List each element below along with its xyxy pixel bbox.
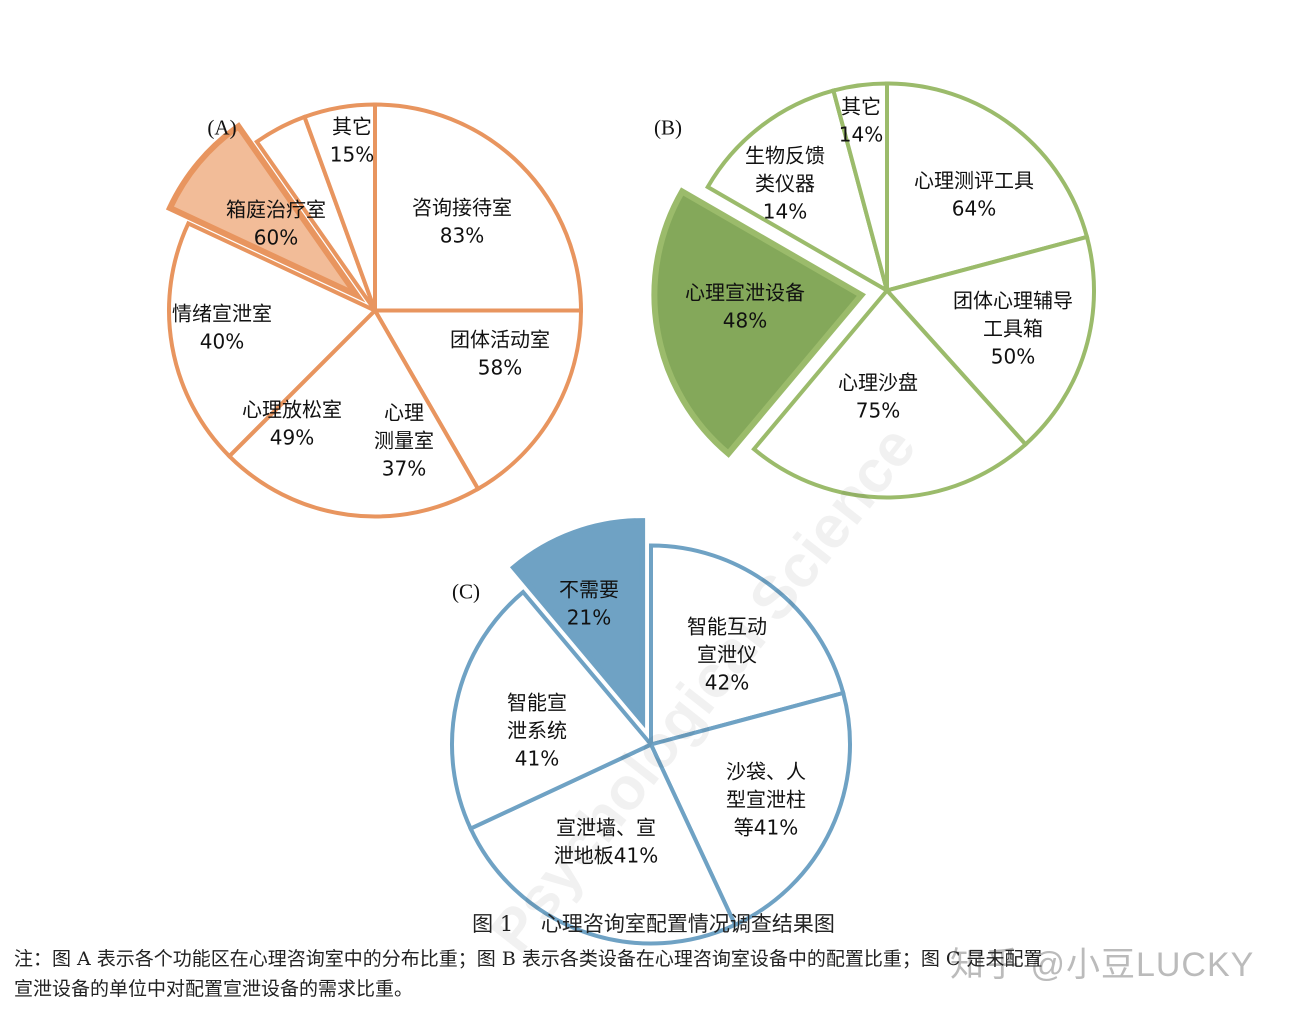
pie-slice-1-4 bbox=[167, 220, 379, 459]
pie-slice-3-4 bbox=[450, 589, 655, 832]
pie-slice-2-4 bbox=[651, 187, 866, 458]
slice-label-3-5: 不需要 21% bbox=[559, 578, 619, 630]
pie-slice-1-2 bbox=[371, 308, 584, 492]
pie-chart-a: 咨询接待室 83% 团体活动室 58% 心理测量室 37% 心理放松室 49% 情绪宣泄室 40%… bbox=[165, 102, 584, 519]
slice-label-2-3: 心理沙盘 75% bbox=[838, 371, 918, 423]
credit-watermark: 知乎 @小豆LUCKY bbox=[950, 946, 1255, 984]
pie-slice-2-5 bbox=[704, 88, 891, 295]
slice-label-1-3: 心理测量室 37% bbox=[374, 401, 434, 481]
slice-label-3-1: 智能互动宣泄仪 42% bbox=[687, 615, 767, 695]
panel-tag-2: (B) bbox=[654, 116, 682, 140]
pie-slice-2-6 bbox=[830, 81, 889, 292]
pie-slice-2-1 bbox=[885, 81, 1090, 294]
pie-slice-1-1 bbox=[373, 102, 584, 313]
slice-label-3-2: 沙袋、人型宣泄柱等41% bbox=[726, 760, 806, 840]
pie-slice-1-5 bbox=[165, 122, 366, 303]
pie-slice-2-2 bbox=[883, 234, 1096, 448]
figure-note: 注：图 A 表示各个功能区在心理咨询室中的分布比重；图 B 表示各类设备在心理咨… bbox=[14, 944, 1294, 1004]
pie-chart-c: 智能互动宣泄仪 42% 沙袋、人型宣泄柱等41% 宣泄墙、宣泄地板41% 智能宣泄系统 4… bbox=[450, 518, 852, 946]
slice-label-2-5: 生物反馈类仪器 14% bbox=[745, 144, 825, 224]
pie-slice-2-3 bbox=[751, 287, 1029, 500]
slice-label-2-4: 心理宣泄设备 48% bbox=[685, 281, 805, 333]
pie-chart-b: 心理测评工具 64% 团体心理辅导工具箱 50% 心理沙盘 75% 心理宣泄设备 48% 生物反… bbox=[651, 81, 1096, 500]
note-line-2: 宣泄设备的单位中对配置宣泄设备的需求比重。 bbox=[14, 978, 414, 1000]
pie-slice-3-2 bbox=[648, 690, 852, 928]
pie-slice-3-5 bbox=[509, 518, 646, 729]
pie-slice-1-3 bbox=[226, 307, 481, 519]
pie-slice-1-7 bbox=[301, 102, 377, 312]
slice-label-2-6: 其它 14% bbox=[839, 95, 883, 147]
note-line-1: 注：图 A 表示各个功能区在心理咨询室中的分布比重；图 B 表示各类设备在心理咨… bbox=[14, 948, 1043, 970]
slice-label-1-2: 团体活动室 58% bbox=[450, 328, 550, 380]
slice-label-1-7: 其它 15% bbox=[330, 115, 374, 167]
slice-label-1-4: 心理放松室 49% bbox=[242, 398, 342, 450]
panel-tag-3: (C) bbox=[452, 580, 480, 604]
slice-label-1-5: 情绪宣泄室 40% bbox=[172, 302, 272, 354]
pie-slice-3-3 bbox=[467, 741, 738, 946]
pie-slice-3-1 bbox=[649, 543, 846, 748]
slice-label-1-6: 箱庭治疗室 60% bbox=[226, 198, 326, 250]
slice-label-1-1: 咨询接待室 83% bbox=[412, 196, 512, 248]
slice-label-3-3: 宣泄墙、宣泄地板41% bbox=[554, 816, 658, 868]
figure-caption: 图 1 心理咨询室配置情况调查结果图 bbox=[472, 912, 835, 936]
panel-tag-1: (A) bbox=[207, 116, 236, 140]
slice-label-2-2: 团体心理辅导工具箱 50% bbox=[953, 289, 1073, 369]
slice-label-3-4: 智能宣泄系统 41% bbox=[507, 691, 567, 771]
slice-label-2-1: 心理测评工具 64% bbox=[914, 169, 1034, 221]
